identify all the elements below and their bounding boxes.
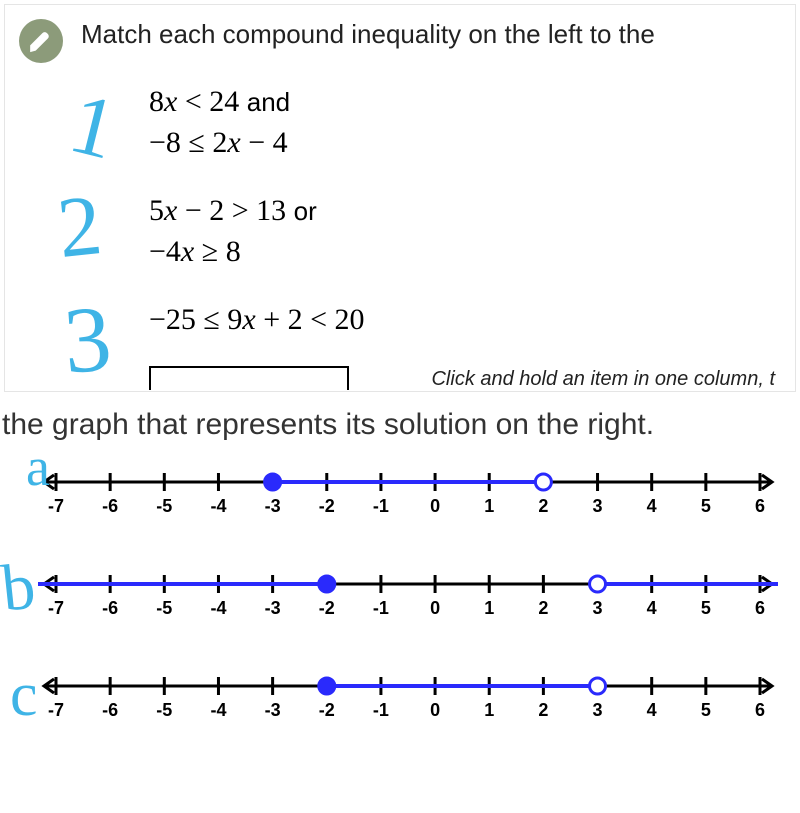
svg-text:-1: -1 — [373, 700, 389, 720]
svg-text:5: 5 — [701, 598, 711, 618]
svg-text:-2: -2 — [319, 700, 335, 720]
svg-text:6: 6 — [755, 700, 765, 720]
svg-text:0: 0 — [430, 700, 440, 720]
svg-text:4: 4 — [647, 496, 657, 516]
svg-text:-3: -3 — [265, 700, 281, 720]
svg-text:2: 2 — [538, 598, 548, 618]
svg-text:-4: -4 — [210, 496, 226, 516]
svg-text:1: 1 — [484, 496, 494, 516]
svg-text:-4: -4 — [210, 700, 226, 720]
drag-hint: Click and hold an item in one column, t — [19, 368, 781, 391]
numberline: -7 -6 -5 -4 -3 -2 -1 0 1 2 3 4 5 6 — [38, 562, 788, 618]
inequality-item[interactable]: 8x < 24 and−8 ≤ 2x − 4 — [149, 81, 781, 164]
svg-text:0: 0 — [430, 598, 440, 618]
graph-title: the graph that represents its solution o… — [0, 408, 800, 442]
svg-text:3: 3 — [593, 496, 603, 516]
svg-text:1: 1 — [484, 598, 494, 618]
pencil-icon — [19, 19, 63, 63]
header-row: Match each compound inequality on the le… — [19, 19, 781, 63]
numberline-container: -7 -6 -5 -4 -3 -2 -1 0 1 2 3 4 5 6 -7 -6 -5 -4 -3 -2 -1 0 1 2 3 4… — [0, 460, 800, 786]
svg-text:6: 6 — [755, 496, 765, 516]
inequality-list: 8x < 24 and−8 ≤ 2x − 4 5x − 2 > 13 or−4x … — [149, 81, 781, 340]
svg-text:5: 5 — [701, 700, 711, 720]
svg-text:-2: -2 — [319, 496, 335, 516]
svg-text:3: 3 — [593, 700, 603, 720]
svg-text:2: 2 — [538, 496, 548, 516]
question-block: Match each compound inequality on the le… — [4, 4, 796, 392]
svg-text:3: 3 — [593, 598, 603, 618]
svg-text:-3: -3 — [265, 496, 281, 516]
svg-text:-1: -1 — [373, 598, 389, 618]
svg-text:4: 4 — [647, 598, 657, 618]
svg-text:4: 4 — [647, 700, 657, 720]
inequality-item[interactable]: 5x − 2 > 13 or−4x ≥ 8 — [149, 190, 781, 273]
svg-text:5: 5 — [701, 496, 711, 516]
svg-text:0: 0 — [430, 496, 440, 516]
svg-text:-5: -5 — [156, 598, 172, 618]
numberline: -7 -6 -5 -4 -3 -2 -1 0 1 2 3 4 5 6 — [38, 664, 788, 720]
inequality-item[interactable]: −25 ≤ 9x + 2 < 20 — [149, 299, 781, 340]
svg-text:-7: -7 — [48, 496, 64, 516]
svg-text:6: 6 — [755, 598, 765, 618]
svg-text:2: 2 — [538, 700, 548, 720]
svg-text:1: 1 — [484, 700, 494, 720]
svg-text:-5: -5 — [156, 496, 172, 516]
svg-text:-6: -6 — [102, 700, 118, 720]
instruction-text: Match each compound inequality on the le… — [81, 19, 655, 50]
svg-text:-6: -6 — [102, 598, 118, 618]
svg-text:-7: -7 — [48, 700, 64, 720]
svg-text:-2: -2 — [319, 598, 335, 618]
svg-text:-3: -3 — [265, 598, 281, 618]
svg-text:-5: -5 — [156, 700, 172, 720]
svg-text:-1: -1 — [373, 496, 389, 516]
svg-text:-7: -7 — [48, 598, 64, 618]
numberline: -7 -6 -5 -4 -3 -2 -1 0 1 2 3 4 5 6 — [38, 460, 788, 516]
svg-text:-4: -4 — [210, 598, 226, 618]
svg-text:-6: -6 — [102, 496, 118, 516]
